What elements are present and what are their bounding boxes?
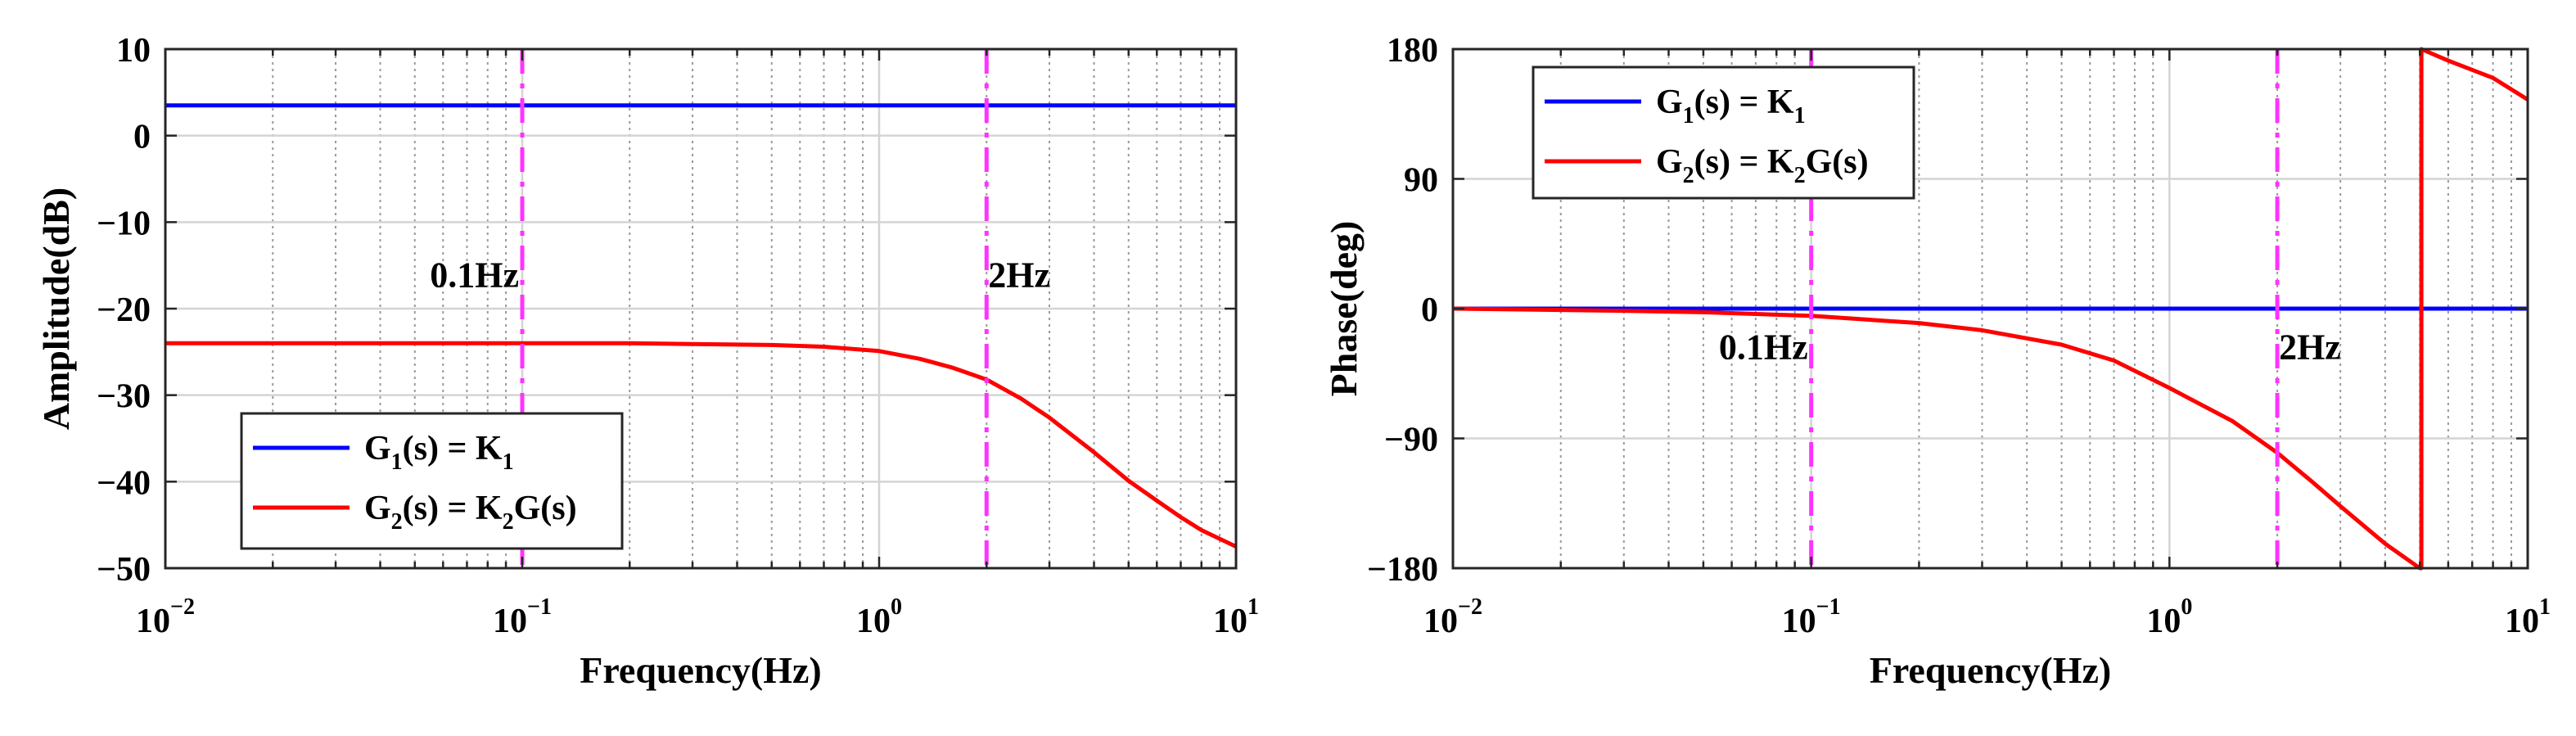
y-tick-label: 0 [1421,291,1438,329]
legend-entry-1: G1(s) = K1 [1656,84,1806,129]
y-tick-label: 90 [1404,162,1438,200]
x-axis-label: Frequency(Hz) [580,649,822,691]
x-tick-label: 10−1 [493,594,552,640]
y-tick-label: 0 [133,119,151,156]
axes [1451,47,2529,570]
y-tick-label: 180 [1387,32,1438,70]
x-tick-label: 101 [2505,594,2551,640]
x-axis-label: Frequency(Hz) [1870,649,2112,691]
x-tick-label: 101 [1213,594,1259,640]
legend-entry-2: G2(s) = K2G(s) [1656,143,1869,188]
y-tick-label: −90 [1384,422,1438,459]
legend-box [1532,65,1915,200]
marker-label: 0.1Hz [430,255,519,296]
marker-label: 2Hz [2279,327,2341,368]
legend-entry-2: G2(s) = K2G(s) [364,490,577,535]
legend-entry-1: G1(s) = K1 [364,430,514,475]
y-axis-label: Amplitude(dB) [35,187,77,430]
x-tick-label: 100 [2146,594,2192,640]
x-tick-label: 10−2 [1423,594,1482,640]
series-line-2 [1452,47,2529,571]
marker-label: 2Hz [988,255,1050,296]
y-tick-label: −180 [1367,551,1438,589]
legend: G1(s) = K1 G2(s) = K2G(s) [1532,65,1915,200]
y-tick-label: −20 [97,291,151,329]
x-tick-label: 10−1 [1782,594,1841,640]
axes [164,47,1238,570]
y-tick-label: −10 [97,205,151,242]
legend-box [240,412,624,550]
series-line-2 [165,341,1238,549]
y-axis-label: Phase(deg) [1323,221,1365,397]
y-tick-label: −30 [97,378,151,416]
legend: G1(s) = K1 G2(s) = K2G(s) [240,412,624,550]
marker-label: 0.1Hz [1719,327,1808,368]
phase-chart: 0.1Hz 2Hz 180 90 0 −90 −180 10−2 10−1 100 101 Frequ… [1323,32,2551,691]
y-tick-label: −50 [97,551,151,589]
y-tick-label: 10 [116,32,151,70]
x-tick-label: 10−2 [136,594,195,640]
x-tick-label: 100 [856,594,902,640]
y-tick-label: −40 [97,464,151,502]
